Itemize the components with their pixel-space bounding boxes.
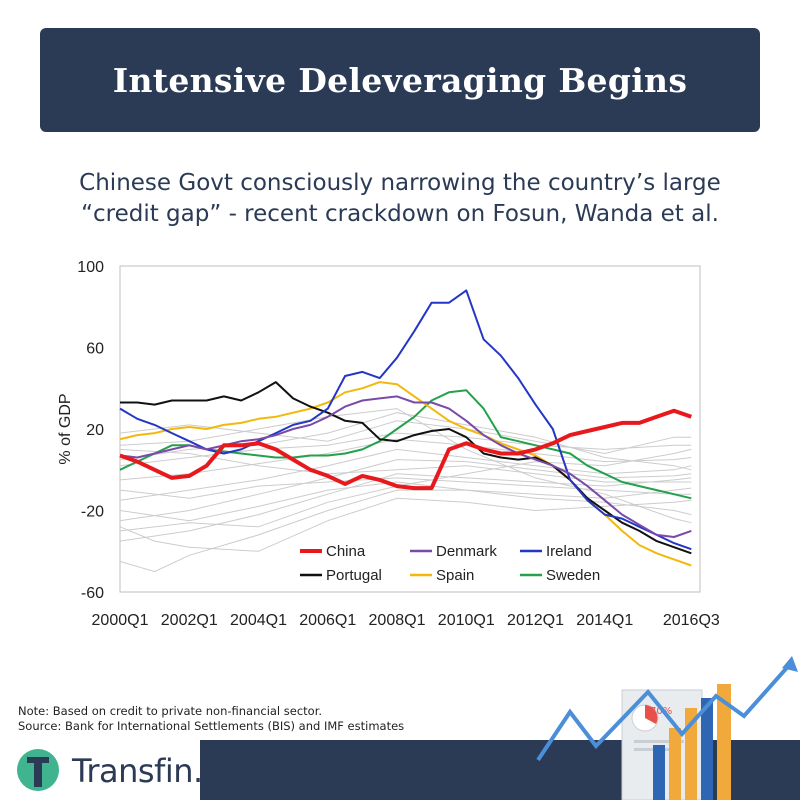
- x-tick-label: 2000Q1: [92, 612, 149, 629]
- x-tick-label: 2004Q1: [230, 612, 287, 629]
- y-tick-label: 20: [86, 422, 104, 439]
- y-axis-label: % of GDP: [57, 393, 74, 464]
- series-line-denmark: [119, 395, 692, 538]
- subtitle: Chinese Govt consciously narrowing the c…: [40, 168, 760, 230]
- background-country-line: [119, 448, 692, 532]
- background-country-line: [119, 459, 692, 522]
- chart-note: Note: Based on credit to private non-fin…: [18, 704, 404, 734]
- x-tick-label: 2014Q1: [576, 612, 633, 629]
- legend-label-ireland: Ireland: [546, 543, 592, 560]
- background-country-line: [119, 448, 692, 501]
- x-tick-label: 2016Q3: [663, 612, 720, 629]
- note-line: Note: Based on credit to private non-fin…: [18, 704, 323, 718]
- growth-chart-illustration-icon: 70%: [536, 656, 798, 800]
- x-tick-label: 2010Q1: [438, 612, 495, 629]
- x-tick-label: 2006Q1: [299, 612, 356, 629]
- background-country-line: [119, 473, 692, 542]
- x-tick-label: 2008Q1: [369, 612, 426, 629]
- y-tick-label: 60: [86, 341, 104, 358]
- series-line-portugal: [120, 381, 692, 555]
- y-tick-label: 100: [77, 259, 104, 276]
- logo-wordmark: Transfin.: [72, 752, 203, 790]
- transfin-logo[interactable]: [0, 740, 200, 800]
- legend-label-spain: Spain: [436, 567, 474, 584]
- subtitle-line-2: “credit gap” - recent crackdown on Fosun…: [81, 201, 719, 227]
- background-country-line: [119, 420, 692, 455]
- legend-label-denmark: Denmark: [436, 543, 497, 560]
- plot-frame: [119, 265, 701, 593]
- source-line: Source: Bank for International Settlemen…: [18, 719, 405, 733]
- background-country-line: [119, 487, 692, 573]
- y-tick-label: -60: [81, 585, 104, 602]
- background-country-line: [119, 408, 692, 524]
- background-country-line: [119, 438, 692, 481]
- background-country-line: [119, 448, 692, 483]
- x-tick-label: 2002Q1: [161, 612, 218, 629]
- legend-label-china: China: [326, 543, 366, 560]
- legend-label-portugal: Portugal: [326, 567, 382, 584]
- logo-mark-icon: [17, 749, 59, 791]
- series-line-ireland: [119, 289, 692, 551]
- legend-label-sweden: Sweden: [546, 567, 600, 584]
- x-tick-label: 2012Q1: [507, 612, 564, 629]
- page-title: Intensive Deleveraging Begins: [112, 60, 688, 100]
- subtitle-line-1: Chinese Govt consciously narrowing the c…: [79, 170, 721, 196]
- series-line-china: [119, 408, 692, 491]
- title-banner: Intensive Deleveraging Begins: [40, 28, 760, 132]
- credit-gap-line-chart: 100 60 20 -20 -60 2000Q1 2002Q1 2004Q1 2006Q1 200…: [57, 259, 720, 629]
- y-tick-label: -20: [81, 504, 104, 521]
- illustration-percent: 70%: [650, 706, 672, 717]
- series-line-sweden: [119, 389, 692, 500]
